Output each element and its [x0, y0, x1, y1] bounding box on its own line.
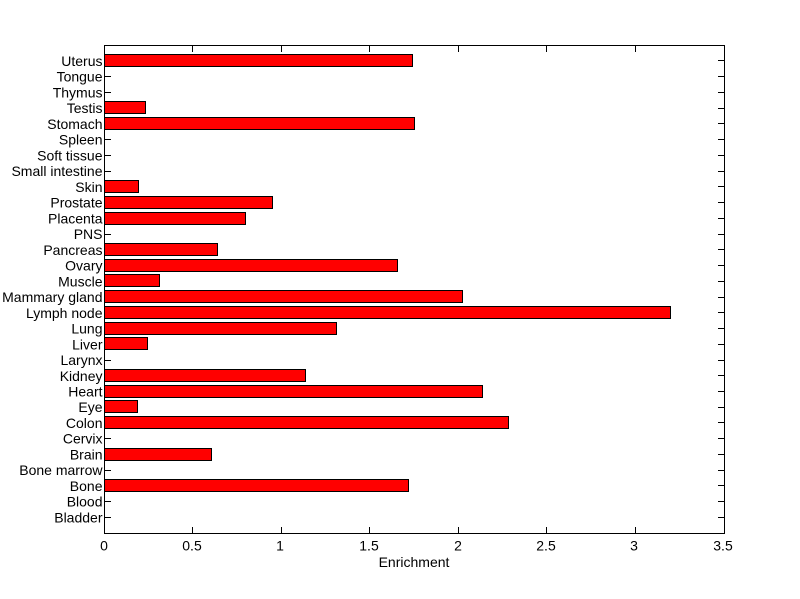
svg-text:Spleen: Spleen: [59, 132, 103, 148]
svg-text:Mammary gland: Mammary gland: [2, 289, 102, 305]
svg-text:2.5: 2.5: [536, 538, 556, 554]
svg-text:Uterus: Uterus: [61, 53, 102, 69]
svg-text:Bone marrow: Bone marrow: [19, 462, 103, 478]
svg-text:Skin: Skin: [75, 179, 102, 195]
svg-text:3.5: 3.5: [713, 538, 733, 554]
svg-text:Prostate: Prostate: [50, 195, 102, 211]
svg-text:Kidney: Kidney: [60, 368, 103, 384]
svg-text:1: 1: [276, 538, 284, 554]
svg-text:0: 0: [100, 538, 108, 554]
svg-text:Placenta: Placenta: [48, 210, 103, 226]
svg-text:Bone: Bone: [70, 478, 103, 494]
svg-text:Blood: Blood: [67, 494, 103, 510]
svg-text:Larynx: Larynx: [60, 352, 102, 368]
svg-text:Lung: Lung: [71, 321, 102, 337]
svg-text:Soft tissue: Soft tissue: [37, 147, 103, 163]
svg-text:Lymph node: Lymph node: [26, 305, 103, 321]
svg-text:Enrichment: Enrichment: [379, 554, 450, 570]
svg-text:Liver: Liver: [72, 336, 103, 352]
svg-text:0.5: 0.5: [182, 538, 202, 554]
svg-text:2: 2: [454, 538, 462, 554]
svg-text:Colon: Colon: [66, 415, 103, 431]
svg-text:Stomach: Stomach: [47, 116, 102, 132]
svg-text:Brain: Brain: [70, 447, 103, 463]
svg-text:Cervix: Cervix: [63, 431, 103, 447]
svg-text:Tongue: Tongue: [57, 69, 103, 85]
svg-text:PNS: PNS: [74, 226, 103, 242]
svg-text:3: 3: [630, 538, 638, 554]
svg-text:Thymus: Thymus: [53, 84, 103, 100]
svg-text:Ovary: Ovary: [65, 258, 102, 274]
svg-text:1.5: 1.5: [359, 538, 379, 554]
svg-text:Eye: Eye: [78, 399, 102, 415]
svg-text:Muscle: Muscle: [58, 273, 103, 289]
svg-text:Heart: Heart: [68, 384, 102, 400]
svg-text:Bladder: Bladder: [54, 510, 103, 526]
svg-text:Testis: Testis: [67, 100, 103, 116]
svg-text:Small intestine: Small intestine: [11, 163, 102, 179]
svg-text:Pancreas: Pancreas: [43, 242, 102, 258]
